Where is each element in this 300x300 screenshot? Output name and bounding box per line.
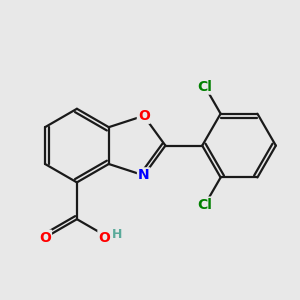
Text: O: O — [138, 109, 150, 123]
Text: Cl: Cl — [197, 80, 212, 94]
Text: O: O — [98, 231, 110, 244]
Text: H: H — [112, 228, 122, 241]
Text: N: N — [138, 168, 150, 182]
Text: O: O — [39, 231, 51, 244]
Text: Cl: Cl — [197, 198, 212, 212]
